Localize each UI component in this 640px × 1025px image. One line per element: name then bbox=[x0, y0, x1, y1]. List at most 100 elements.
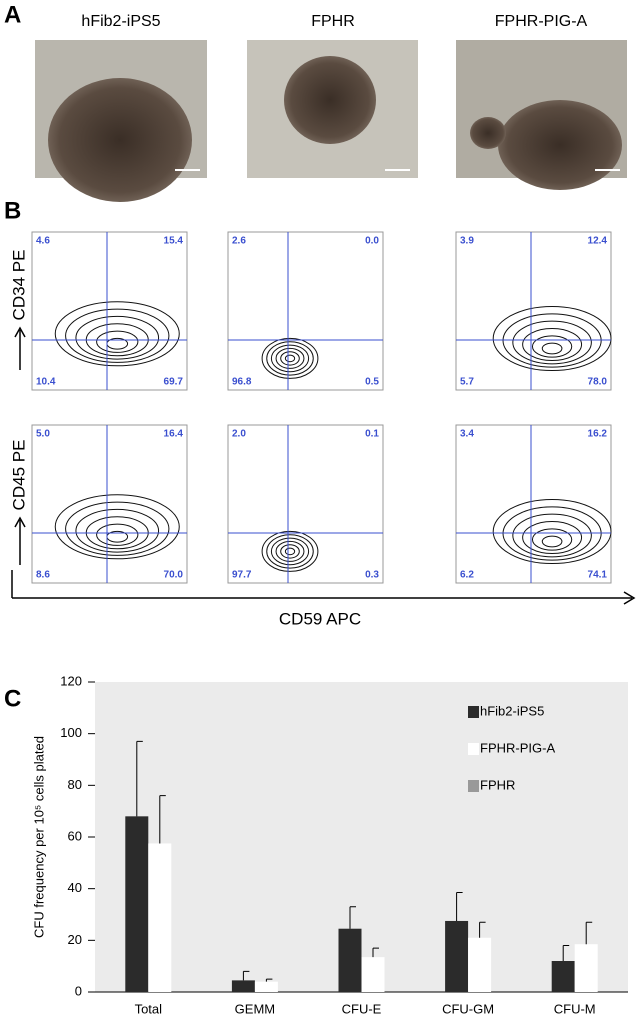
panel-label: B bbox=[4, 197, 21, 224]
contour bbox=[275, 347, 305, 369]
panel-label: C bbox=[4, 685, 21, 712]
y-tick-label: 60 bbox=[68, 828, 82, 843]
legend-swatch bbox=[468, 743, 479, 755]
quadrant-value: 0.3 bbox=[365, 570, 379, 581]
contour bbox=[275, 540, 305, 562]
quadrant-value: 5.0 bbox=[36, 429, 50, 440]
flow-plot bbox=[31, 231, 188, 391]
colony bbox=[498, 100, 622, 190]
quadrant-value: 6.2 bbox=[460, 570, 474, 581]
quadrant-value: 5.7 bbox=[460, 377, 474, 388]
error-bar bbox=[479, 921, 486, 938]
flow-plot bbox=[455, 231, 612, 391]
bar bbox=[231, 980, 255, 992]
contour bbox=[65, 308, 170, 363]
error-bar bbox=[159, 795, 166, 844]
quadrant-value: 96.8 bbox=[232, 377, 252, 388]
contour bbox=[270, 344, 310, 373]
bar bbox=[148, 843, 172, 992]
photo-title: FPHR-PIG-A bbox=[495, 13, 588, 30]
contour bbox=[96, 330, 139, 353]
photo-title: FPHR bbox=[311, 13, 355, 30]
contour bbox=[261, 530, 319, 572]
quadrant-value: 15.4 bbox=[164, 236, 184, 247]
y-tick-label: 100 bbox=[60, 725, 82, 740]
quadrant-value: 69.7 bbox=[164, 377, 184, 388]
quadrant-value: 97.7 bbox=[232, 570, 252, 581]
contour bbox=[270, 537, 310, 566]
error-bar bbox=[585, 921, 593, 945]
contour bbox=[54, 301, 180, 367]
legend-label: FPHR bbox=[480, 777, 515, 792]
quadrant-value: 8.6 bbox=[36, 570, 50, 581]
error-bar bbox=[372, 947, 379, 958]
quadrant-value: 16.4 bbox=[164, 429, 184, 440]
contour bbox=[75, 508, 160, 553]
colony bbox=[284, 56, 376, 144]
quadrant-value: 0.1 bbox=[365, 429, 379, 440]
contour bbox=[54, 494, 180, 560]
contour bbox=[284, 547, 296, 556]
quadrant-value: 0.5 bbox=[365, 377, 379, 388]
contour bbox=[531, 335, 573, 358]
contour bbox=[96, 523, 139, 546]
contour bbox=[492, 499, 612, 564]
panel-label: A bbox=[4, 1, 21, 28]
bar bbox=[445, 920, 469, 992]
contour bbox=[266, 534, 314, 569]
contour bbox=[541, 535, 563, 548]
error-bar bbox=[562, 945, 570, 961]
error-bar bbox=[265, 978, 273, 982]
legend-label: hFib2-iPS5 bbox=[480, 703, 544, 718]
micrographs bbox=[35, 40, 627, 202]
legend-swatch bbox=[468, 780, 479, 792]
x-tick-label: CFU-E bbox=[342, 1001, 382, 1016]
quadrant-value: 3.9 bbox=[460, 236, 474, 247]
y-tick-label: 40 bbox=[68, 880, 82, 895]
colony bbox=[48, 78, 192, 202]
colony bbox=[470, 117, 506, 149]
x-tick-label: Total bbox=[135, 1001, 163, 1016]
quadrant-value: 12.4 bbox=[588, 236, 608, 247]
flow-plot bbox=[227, 231, 384, 391]
arrow-head bbox=[14, 326, 26, 338]
contour bbox=[492, 306, 612, 371]
error-bar bbox=[456, 892, 463, 921]
contour bbox=[541, 342, 563, 355]
arrow-head bbox=[623, 591, 636, 605]
bar bbox=[574, 944, 598, 992]
error-bar bbox=[136, 740, 143, 817]
quadrant-value: 10.4 bbox=[36, 377, 56, 388]
contour bbox=[531, 528, 573, 551]
bar bbox=[361, 957, 385, 992]
contour bbox=[522, 521, 583, 554]
y-tick-label: 80 bbox=[68, 777, 82, 792]
quadrant-value: 70.0 bbox=[164, 570, 184, 581]
contour bbox=[261, 337, 319, 379]
flow-plot bbox=[455, 424, 612, 584]
contour bbox=[280, 544, 300, 559]
contour bbox=[512, 320, 592, 365]
quadrant-value: 2.0 bbox=[232, 429, 246, 440]
contour bbox=[512, 513, 592, 558]
x-tick-label: CFU-M bbox=[554, 1001, 596, 1016]
x-tick-label: GEMM bbox=[235, 1001, 275, 1016]
y-axis-label: CD45 PE bbox=[9, 440, 28, 511]
flow-plot bbox=[31, 424, 188, 584]
bar bbox=[125, 816, 149, 992]
legend-swatch bbox=[468, 706, 479, 718]
flow-plot bbox=[227, 424, 384, 584]
arrow-head bbox=[14, 516, 26, 528]
contour bbox=[284, 354, 296, 363]
y-axis-label: CFU frequency per 10⁵ cells plated bbox=[31, 736, 46, 938]
quadrant-value: 78.0 bbox=[588, 377, 608, 388]
y-tick-label: 0 bbox=[75, 983, 82, 998]
y-axis-label: CD34 PE bbox=[9, 250, 28, 321]
bar bbox=[468, 937, 492, 992]
contour bbox=[75, 315, 160, 360]
y-tick-label: 120 bbox=[60, 673, 82, 688]
quadrant-value: 4.6 bbox=[36, 236, 50, 247]
bar bbox=[338, 928, 362, 992]
contour bbox=[65, 501, 170, 556]
